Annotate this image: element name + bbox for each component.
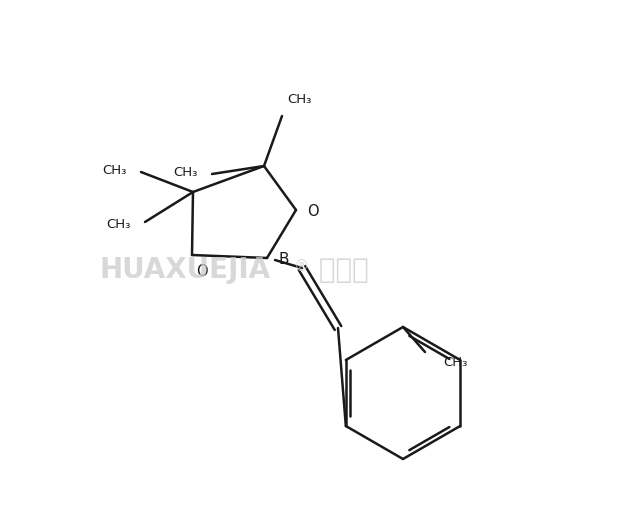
Text: 化学加: 化学加 (310, 256, 369, 284)
Text: O: O (307, 204, 318, 219)
Text: CH₃: CH₃ (173, 165, 198, 179)
Text: ®: ® (294, 259, 309, 273)
Text: CH₃: CH₃ (102, 163, 127, 177)
Text: CH₃: CH₃ (287, 93, 312, 106)
Text: HUAXUEJIA: HUAXUEJIA (100, 256, 271, 284)
Text: B: B (278, 252, 289, 267)
Text: CH₃: CH₃ (443, 356, 467, 369)
Text: CH₃: CH₃ (107, 218, 131, 230)
Text: O: O (196, 264, 208, 279)
